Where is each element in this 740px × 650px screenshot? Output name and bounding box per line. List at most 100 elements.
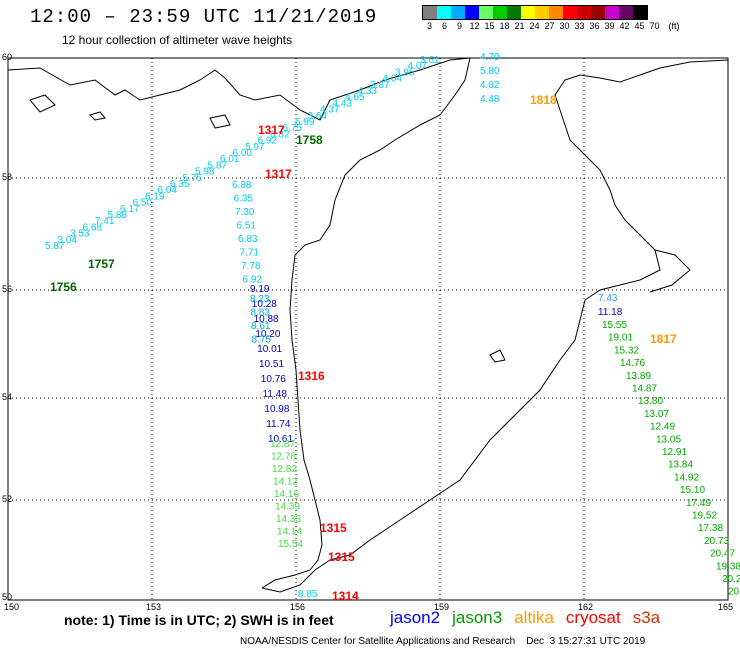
legend-label: 6 [441,21,447,31]
coastline [7,57,729,593]
wave-height-value: 10.28 [252,299,277,310]
wave-height-value: 6.68 [83,222,103,233]
satellite-legend-item: s3a [632,608,661,627]
legend-swatch [549,6,563,19]
wave-height-value: 15.10 [680,485,705,496]
wave-height-value: 20.73 [704,536,729,547]
wave-height-value: 20. [728,587,740,598]
wave-height-value: 5.87 [45,241,65,252]
wave-height-value: 5.97 [245,142,265,153]
legend-swatch [493,6,507,19]
wave-height-value: 14.87 [632,384,657,395]
legend-labels: 3 6 9 12 15 18 21 24 27 30 33 36 39 42 45 70 (ft) [422,21,686,31]
y-tick: 54 [2,392,12,402]
legend-swatch [577,6,591,19]
satellite-legend-item: jason2 [390,608,441,627]
legend-label: 39 [604,21,615,31]
y-tick: 58 [2,172,12,182]
legend-label: 15 [484,21,495,31]
wave-height-value: 6.35 [170,179,190,190]
wave-height-value: 13.89 [626,371,651,382]
legend-label: 45 [634,21,645,31]
time-label: 1316 [298,369,325,383]
wave-height-value: 4.43 [333,98,353,109]
wave-height-value: 14.39 [275,502,300,513]
footer-credit: NOAA/NESDIS Center for Satellite Applica… [240,636,646,647]
y-axis-ticks: 60 58 56 54 52 50 [2,52,12,602]
wave-height-value: 3.87 [370,80,390,91]
wave-height-value: 6.50 [133,198,153,209]
wave-height-value: 6.75 [283,123,303,134]
wave-height-value: 12.91 [662,447,687,458]
wave-height-value: 6.04 [158,185,178,196]
wave-height-value: 12.78 [271,452,296,463]
time-label: 1314 [332,589,359,603]
legend-label: 12 [469,21,480,31]
legend-swatch [423,6,437,19]
wave-height-value: 10.98 [264,404,289,415]
wave-height-value: 12.49 [650,422,675,433]
legend-label: 18 [499,21,510,31]
wave-height-value: 6.35 [234,194,254,205]
wave-height-value: 3.64 [308,111,328,122]
wave-height-value: 5.75 [183,173,203,184]
wave-height-value: 6.88 [232,180,252,191]
wave-height-value: 5.80 [480,66,500,77]
legend-label: 24 [529,21,540,31]
wave-height-value: 3.04 [58,235,78,246]
time-labels: 1317 1758 1317 1757 1756 1316 1315 1315 1314 1818… [50,93,677,603]
wave-height-value: 7.30 [235,207,255,218]
wave-height-value: 4.37 [320,105,340,116]
wave-height-value: 8.75 [252,335,272,346]
legend-swatch [535,6,549,19]
time-label: 1817 [650,332,677,346]
wave-height-value: 11.74 [266,419,291,430]
note-text: note: 1) Time is in UTC; 2) SWH is in fe… [64,612,334,628]
wave-height-value: 13.80 [638,396,663,407]
wave-height-value: 6.01 [220,154,240,165]
map-frame [7,57,729,601]
wave-height-value: 17.49 [686,498,711,509]
wave-height-value: 4.82 [480,80,500,91]
wave-height-value: 19.38 [716,561,740,572]
wave-height-value: 10.76 [261,374,286,385]
wave-height-value: 13.05 [656,434,681,445]
wave-height-value: 12.82 [272,464,297,475]
wave-height-value: 5.98 [195,167,215,178]
y-tick: 60 [2,52,12,62]
wave-height-value: 7.78 [241,261,261,272]
wave-height-value: 4.70 [480,52,500,63]
wave-height-value: 15.32 [614,345,639,356]
wave-height-value: 6.51 [237,221,257,232]
wave-height-value: 6.83 [238,234,258,245]
legend-swatch [633,6,647,19]
wave-height-value: 10.61 [268,434,293,445]
x-tick: 156 [290,602,305,612]
y-tick: 56 [2,284,12,294]
legend-label: 9 [456,21,462,31]
color-legend [422,5,648,20]
x-tick: 159 [434,602,449,612]
wave-height-value: 5.87 [208,160,228,171]
wave-height-value: 14.92 [674,472,699,483]
wave-height-value: 14.33 [276,514,301,525]
wave-height-value: 14.14 [277,527,302,538]
time-label: 1818 [530,93,557,107]
legend-label: 21 [514,21,525,31]
x-tick: 153 [146,602,161,612]
wave-height-value: 7.41 [95,216,115,227]
x-tick: 150 [4,602,19,612]
wave-height-value: 20.47 [710,549,735,560]
wave-height-value: 14.16 [274,489,299,500]
legend-swatch [605,6,619,19]
wave-height-value: 7.43 [598,293,618,304]
wave-height-value: 14.12 [273,477,298,488]
time-label: 1317 [265,167,292,181]
wave-height-value: 6.17 [120,204,140,215]
wave-height-value: 8.23 [250,294,270,305]
wave-height-value: 12.87 [270,439,295,450]
satellite-legend-item: jason3 [452,608,503,627]
wave-height-value: 4.48 [480,94,500,105]
wave-height-value: 6.92 [258,136,278,147]
